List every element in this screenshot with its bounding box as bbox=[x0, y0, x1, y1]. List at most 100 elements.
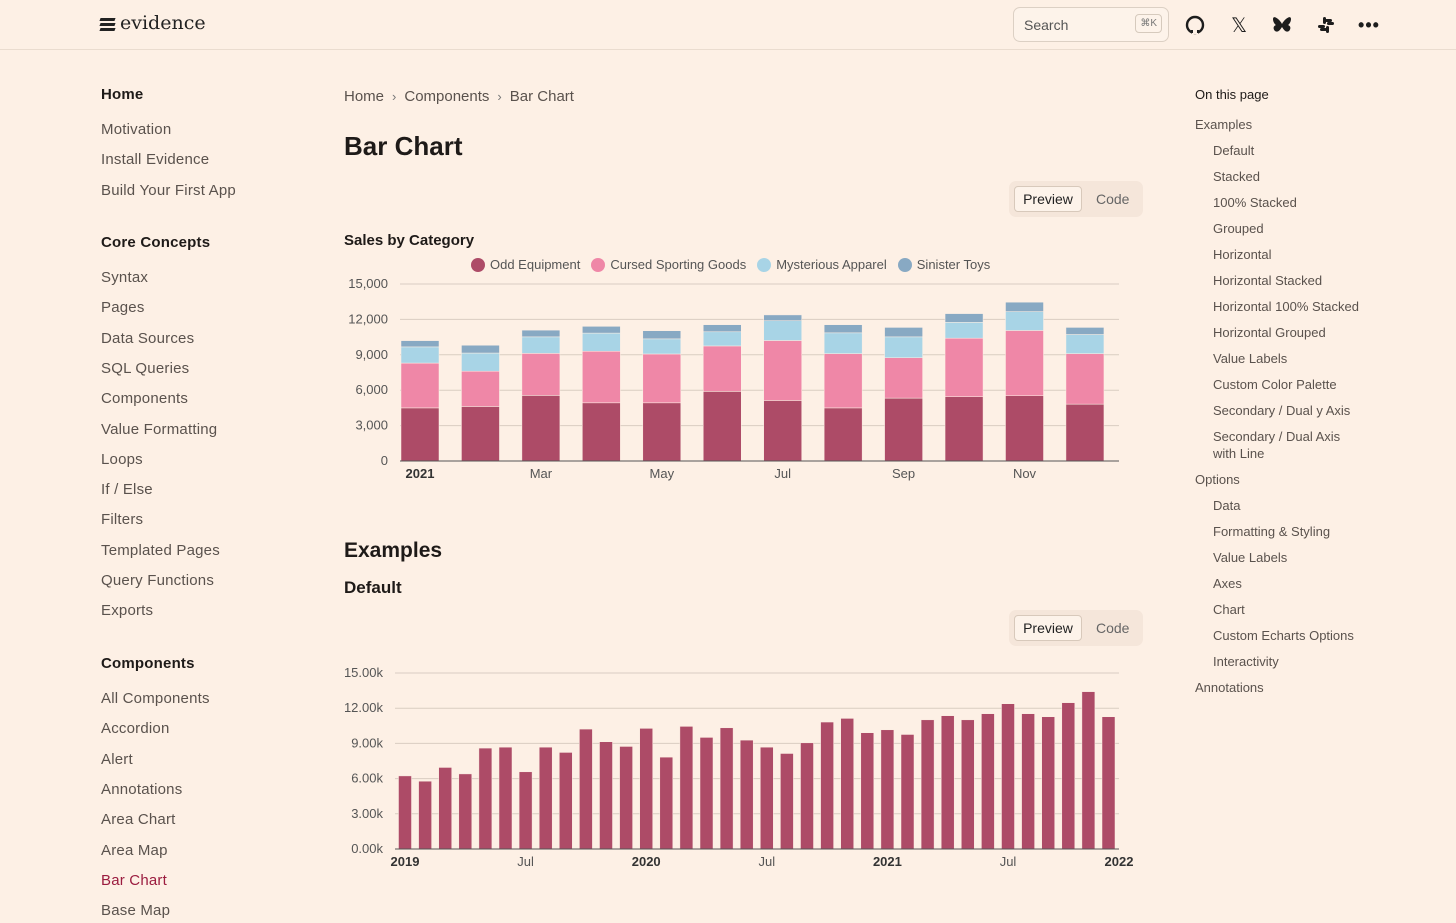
sidebar-item-components[interactable]: Components bbox=[101, 390, 189, 408]
x-icon[interactable]: 𝕏 bbox=[1230, 14, 1248, 37]
legend-item[interactable]: Mysterious Apparel bbox=[757, 257, 887, 272]
bar[interactable] bbox=[1001, 703, 1015, 850]
bar-segment-mysterious-apparel[interactable] bbox=[582, 332, 621, 352]
toc-item-chart[interactable]: Chart bbox=[1213, 602, 1245, 617]
bar-segment-mysterious-apparel[interactable] bbox=[642, 338, 682, 355]
bar-segment-mysterious-apparel[interactable] bbox=[703, 331, 742, 347]
bar-segment-odd-equipment[interactable] bbox=[944, 396, 984, 462]
bar-segment-mysterious-apparel[interactable] bbox=[1005, 311, 1044, 331]
bar-segment-mysterious-apparel[interactable] bbox=[944, 322, 984, 339]
bar-segment-odd-equipment[interactable] bbox=[763, 400, 802, 462]
sidebar-item-motivation[interactable]: Motivation bbox=[101, 121, 172, 138]
sidebar-item-install-evidence[interactable]: Install Evidence bbox=[101, 151, 210, 169]
bar-segment-cursed-sporting-goods[interactable] bbox=[582, 351, 621, 404]
bar[interactable] bbox=[800, 742, 814, 850]
sidebar-item-all-components[interactable]: All Components bbox=[101, 690, 210, 707]
toc-item-options[interactable]: Options bbox=[1195, 472, 1240, 487]
bar-segment-cursed-sporting-goods[interactable] bbox=[461, 370, 500, 407]
bar-segment-sinister-toys[interactable] bbox=[461, 344, 500, 354]
sidebar-item-base-map[interactable]: Base Map bbox=[101, 902, 171, 920]
sidebar-item-annotations[interactable]: Annotations bbox=[101, 780, 183, 798]
toc-item-custom-echarts-options[interactable]: Custom Echarts Options bbox=[1213, 628, 1354, 643]
bar-segment-cursed-sporting-goods[interactable] bbox=[944, 337, 984, 397]
bar[interactable] bbox=[719, 727, 734, 850]
toc-item-horizontal-stacked[interactable]: Horizontal Stacked bbox=[1213, 273, 1323, 288]
bar-segment-mysterious-apparel[interactable] bbox=[400, 346, 440, 364]
bar[interactable] bbox=[639, 728, 653, 850]
bar[interactable] bbox=[518, 771, 533, 850]
bar-segment-odd-equipment[interactable] bbox=[461, 406, 500, 462]
legend-item[interactable]: Odd Equipment bbox=[471, 257, 580, 272]
breadcrumb-components[interactable]: Components bbox=[404, 88, 490, 105]
slack-icon[interactable] bbox=[1315, 14, 1337, 36]
bar-segment-cursed-sporting-goods[interactable] bbox=[400, 362, 440, 409]
bar[interactable] bbox=[1041, 716, 1055, 850]
bar[interactable] bbox=[438, 767, 452, 850]
toc-item-grouped[interactable]: Grouped bbox=[1213, 221, 1264, 236]
sidebar-section-components[interactable]: Components bbox=[101, 655, 195, 672]
toc-item-axes[interactable]: Axes bbox=[1213, 576, 1242, 591]
toc-item-formatting-styling[interactable]: Formatting & Styling bbox=[1213, 524, 1331, 539]
bar[interactable] bbox=[820, 721, 834, 850]
toc-item-examples[interactable]: Examples bbox=[1195, 117, 1253, 132]
sidebar-item-build-your-first-app[interactable]: Build Your First App bbox=[101, 181, 236, 199]
bar[interactable] bbox=[559, 752, 573, 850]
toc-item-secondary-dual-y-axis[interactable]: Secondary / Dual y Axis bbox=[1213, 403, 1351, 418]
sidebar-section-core-concepts[interactable]: Core Concepts bbox=[101, 234, 211, 251]
bar[interactable] bbox=[760, 746, 774, 850]
bar-segment-odd-equipment[interactable] bbox=[1065, 403, 1105, 462]
sidebar-item-exports[interactable]: Exports bbox=[101, 602, 154, 620]
sidebar-item-if-else[interactable]: If / Else bbox=[101, 481, 153, 499]
toc-item-value-labels[interactable]: Value Labels bbox=[1213, 351, 1288, 366]
bar[interactable] bbox=[940, 715, 955, 850]
bar[interactable] bbox=[478, 747, 493, 850]
bar-segment-sinister-toys[interactable] bbox=[1065, 327, 1105, 335]
bar-segment-sinister-toys[interactable] bbox=[944, 313, 984, 323]
sidebar-item-templated-pages[interactable]: Templated Pages bbox=[101, 541, 220, 559]
bar[interactable] bbox=[880, 729, 895, 850]
bar[interactable] bbox=[961, 719, 975, 850]
search-input[interactable]: Search ⌘K bbox=[1013, 7, 1169, 42]
toc-item-data[interactable]: Data bbox=[1213, 498, 1241, 513]
bar-segment-odd-equipment[interactable] bbox=[642, 402, 682, 462]
bar[interactable] bbox=[538, 746, 553, 850]
sidebar-item-filters[interactable]: Filters bbox=[101, 511, 144, 529]
bar-segment-mysterious-apparel[interactable] bbox=[884, 336, 923, 358]
sidebar-item-pages[interactable]: Pages bbox=[101, 299, 145, 317]
bar-segment-mysterious-apparel[interactable] bbox=[823, 332, 863, 354]
bar[interactable] bbox=[1101, 716, 1116, 850]
bar-segment-cursed-sporting-goods[interactable] bbox=[642, 353, 682, 404]
code-tab[interactable]: Code bbox=[1096, 191, 1130, 207]
sidebar-item-syntax[interactable]: Syntax bbox=[101, 269, 149, 286]
legend-item[interactable]: Sinister Toys bbox=[897, 257, 990, 272]
bar[interactable] bbox=[739, 739, 754, 850]
bar[interactable] bbox=[1061, 702, 1076, 850]
sidebar-item-bar-chart[interactable]: Bar Chart bbox=[101, 871, 167, 889]
bar[interactable] bbox=[599, 741, 613, 850]
bar[interactable] bbox=[840, 718, 854, 850]
evidence-logo[interactable]: evidence bbox=[99, 12, 206, 34]
bar-segment-sinister-toys[interactable] bbox=[823, 324, 863, 334]
bar-segment-cursed-sporting-goods[interactable] bbox=[1065, 353, 1105, 405]
bar[interactable] bbox=[1021, 713, 1035, 850]
bar-segment-odd-equipment[interactable] bbox=[521, 395, 561, 462]
bar[interactable] bbox=[920, 719, 935, 850]
sidebar-item-area-chart[interactable]: Area Chart bbox=[101, 811, 176, 829]
bar[interactable] bbox=[579, 728, 593, 850]
toc-item-default[interactable]: Default bbox=[1213, 143, 1255, 158]
toc-item-stacked[interactable]: Stacked bbox=[1213, 169, 1260, 184]
sidebar-item-alert[interactable]: Alert bbox=[101, 750, 133, 768]
sidebar-item-value-formatting[interactable]: Value Formatting bbox=[101, 420, 218, 438]
bar-segment-mysterious-apparel[interactable] bbox=[1065, 334, 1105, 354]
sidebar-item-sql-queries[interactable]: SQL Queries bbox=[101, 359, 190, 377]
bar-segment-cursed-sporting-goods[interactable] bbox=[521, 353, 561, 396]
sidebar-item-data-sources[interactable]: Data Sources bbox=[101, 329, 195, 347]
bar[interactable] bbox=[981, 713, 995, 850]
sidebar-item-area-map[interactable]: Area Map bbox=[101, 841, 168, 859]
sidebar-section-home[interactable]: Home bbox=[101, 86, 144, 103]
bar[interactable] bbox=[679, 726, 694, 850]
bar[interactable] bbox=[418, 780, 432, 850]
bar[interactable] bbox=[619, 746, 633, 850]
toc-item-horizontal-grouped[interactable]: Horizontal Grouped bbox=[1213, 325, 1326, 340]
toc-item-horizontal[interactable]: Horizontal bbox=[1213, 247, 1272, 262]
